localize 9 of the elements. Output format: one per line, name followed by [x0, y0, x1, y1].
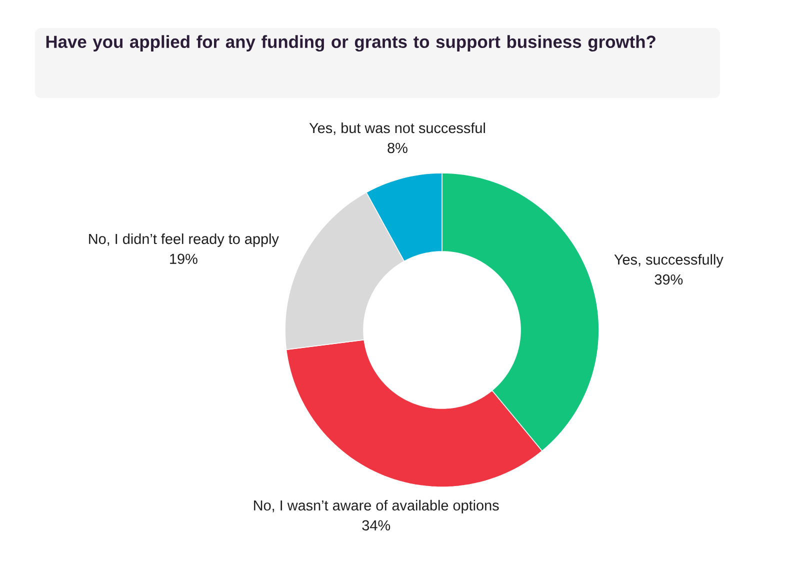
chart-title: Have you applied for any funding or grants to support business growth?	[46, 35, 656, 52]
data-label: 8%	[388, 142, 408, 154]
slice-label: No, I wasn’t aware of available options	[254, 500, 499, 514]
data-label: 34%	[362, 520, 390, 530]
slice-label: Yes, but was not successful	[309, 122, 485, 135]
slice-label: Yes, successfully	[614, 254, 724, 268]
data-label: 39%	[654, 274, 683, 285]
data-label: 19%	[170, 254, 198, 264]
slice-label: No, I didn’t feel ready to apply	[89, 233, 279, 247]
